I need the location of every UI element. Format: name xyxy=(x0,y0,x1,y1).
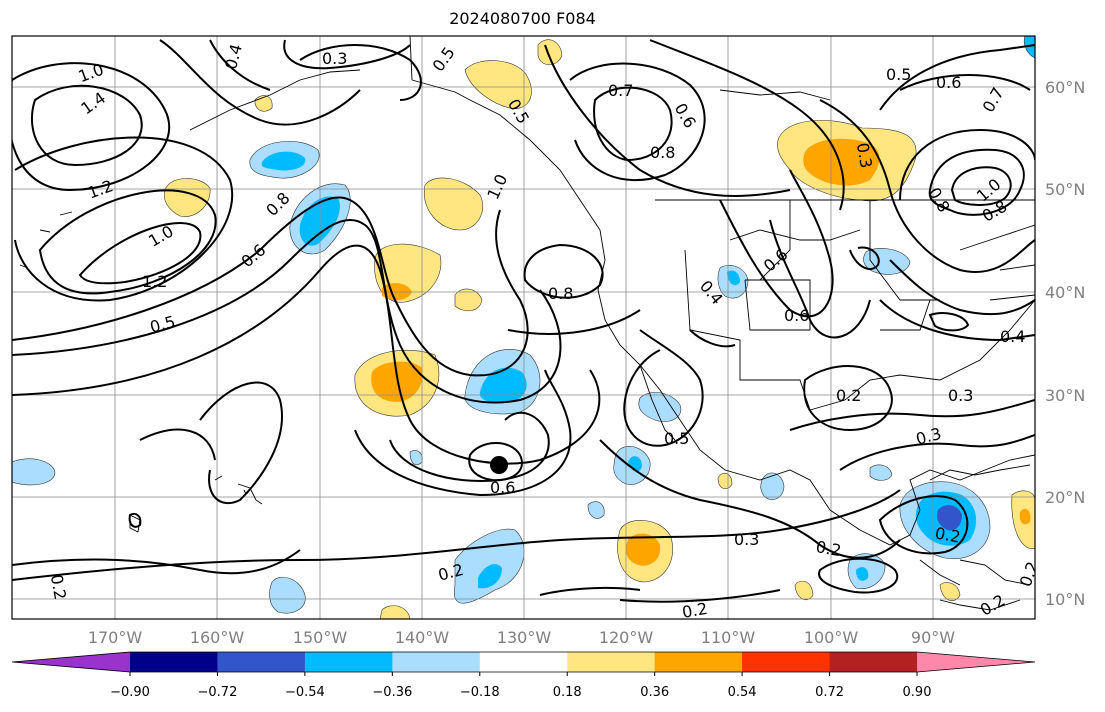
contour-label: 0.6 xyxy=(936,73,961,92)
lon-tick: 150°W xyxy=(293,628,348,647)
contour-label: 0.7 xyxy=(608,81,633,100)
contour-label: 0.4 xyxy=(1000,327,1025,346)
pos-patch xyxy=(254,95,273,112)
lon-tick: 170°W xyxy=(88,628,143,647)
lon-tick: 100°W xyxy=(804,628,859,647)
map-title: 2024080700 F084 xyxy=(449,9,596,28)
lon-tick: 130°W xyxy=(497,628,552,647)
latitude-axis: 60°N 50°N 40°N 30°N 20°N 10°N xyxy=(1045,78,1085,609)
lon-tick: 120°W xyxy=(599,628,654,647)
lon-tick: 140°W xyxy=(395,628,450,647)
colorbar-tick-label: 0.36 xyxy=(640,685,669,700)
neg-patch xyxy=(1023,36,1035,59)
lat-tick: 10°N xyxy=(1045,590,1085,609)
colorbar-tick-label: 0.90 xyxy=(903,685,932,700)
contour-label: 1.2 xyxy=(142,272,167,291)
neg-patch xyxy=(261,151,306,171)
colorbar-tick-label: 0.54 xyxy=(728,685,757,700)
contours xyxy=(12,39,1035,603)
contour-label: 0.6 xyxy=(490,478,515,497)
colorbar-tick-label: 0.18 xyxy=(553,685,582,700)
contour-label: 0.5 xyxy=(886,65,911,84)
neg-patch xyxy=(638,392,682,422)
pos-patch xyxy=(163,178,211,217)
lat-tick: 40°N xyxy=(1045,283,1085,302)
contour-label: 0.3 xyxy=(322,49,347,68)
contour-label: 0.2 xyxy=(934,523,962,546)
longitude-axis: 170°W 160°W 150°W 140°W 130°W 120°W 110°… xyxy=(88,628,955,647)
neg-patch xyxy=(12,458,56,486)
colorbar-segment xyxy=(742,652,831,672)
contour-label: 0.3 xyxy=(948,386,973,405)
neg-patch xyxy=(760,472,785,500)
colorbar-segment xyxy=(654,652,743,672)
contour-label: 0.3 xyxy=(853,141,876,169)
plot-frame xyxy=(11,35,1036,620)
pos-patch xyxy=(423,177,484,231)
contour-label: 0.5 xyxy=(664,429,689,448)
neg-patch xyxy=(856,567,869,581)
contour-label: 0.2 xyxy=(836,386,861,405)
pos-patch xyxy=(454,288,483,312)
lat-tick: 50°N xyxy=(1045,180,1085,199)
shaded-patches xyxy=(12,36,1035,619)
neg-patch xyxy=(269,576,306,614)
black-dot-marker xyxy=(490,456,508,474)
colorbar-segment xyxy=(567,652,656,672)
colorbar-tick-label: −0.72 xyxy=(198,685,238,700)
pos-patch xyxy=(464,60,532,109)
pos-patch xyxy=(939,582,961,602)
colorbar-extend-high xyxy=(917,652,1035,672)
colorbar-tick-label: −0.90 xyxy=(110,685,150,700)
neg-patch xyxy=(478,564,502,589)
colorbar-segment xyxy=(217,652,306,672)
neg-patch xyxy=(479,367,527,403)
contour-label: 0.2 xyxy=(47,573,70,601)
lon-tick: 90°W xyxy=(911,628,955,647)
lat-tick: 30°N xyxy=(1045,386,1085,405)
neg-patch xyxy=(869,464,893,481)
lon-tick: 110°W xyxy=(701,628,756,647)
colorbar-tick-label: 0.72 xyxy=(815,685,844,700)
colorbar-segment xyxy=(130,652,218,672)
neg-patch xyxy=(727,270,740,286)
lat-tick: 60°N xyxy=(1045,78,1085,97)
lat-tick: 20°N xyxy=(1045,488,1085,507)
colorbar-segment xyxy=(479,652,568,672)
contour-label: 0.2 xyxy=(814,537,842,560)
lon-tick: 160°W xyxy=(190,628,245,647)
colorbar-extend-low xyxy=(12,652,130,672)
graticule xyxy=(12,36,1035,619)
contour-label: 0.8 xyxy=(548,284,573,303)
colorbar-segment xyxy=(829,652,918,672)
pos-patch xyxy=(1019,508,1031,525)
colorbar-segment xyxy=(392,652,481,672)
pos-patch xyxy=(717,472,733,490)
contour-label: 0.2 xyxy=(681,599,709,622)
pos-patch xyxy=(379,605,411,619)
colorbar: −0.90 −0.72 −0.54 −0.36 −0.18 0.18 0.36 0.54 0.7… xyxy=(11,651,1036,700)
contour-label: 0.6 xyxy=(784,306,809,325)
pos-patch xyxy=(537,39,563,66)
colorbar-tick-label: −0.36 xyxy=(372,685,412,700)
contour-label: 0.8 xyxy=(650,143,675,162)
colorbar-tick-label: −0.54 xyxy=(285,685,325,700)
pos-patch xyxy=(625,533,661,566)
pos-patch xyxy=(371,361,423,402)
colorbar-segment xyxy=(304,652,393,672)
neg-patch xyxy=(587,501,605,519)
pos-patch xyxy=(803,138,880,186)
pos-patch xyxy=(794,580,814,601)
contour-label: 0.3 xyxy=(734,530,759,549)
colorbar-tick-label: −0.18 xyxy=(460,685,500,700)
neg-patch xyxy=(936,505,962,531)
